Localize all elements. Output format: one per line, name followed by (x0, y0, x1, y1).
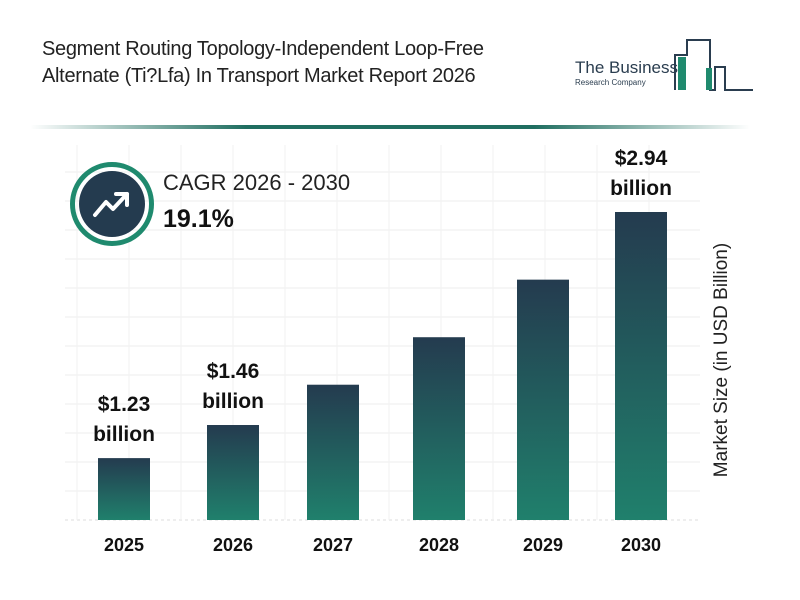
cagr-value: 19.1% (163, 205, 234, 233)
x-tick-label: 2025 (103, 535, 145, 555)
x-tick-label: 2029 (522, 535, 564, 555)
x-tick-label: 2026 (212, 535, 254, 555)
logo-text: The Business (575, 58, 678, 77)
logo-icon (674, 39, 753, 91)
data-label: $1.46 billion (173, 357, 293, 417)
bar-2030 (615, 212, 667, 520)
data-label-unit: billion (610, 177, 672, 200)
bar-2029 (517, 279, 569, 520)
bar-2026 (207, 425, 259, 520)
title-divider (30, 125, 750, 129)
logo-subtext: Research Company (575, 78, 646, 87)
data-label-unit: billion (202, 390, 264, 413)
bar-2027 (307, 384, 359, 520)
x-tick-label: 2030 (620, 535, 662, 555)
bar-2025 (98, 458, 150, 520)
chart-title: Segment Routing Topology-Independent Loo… (42, 38, 484, 87)
data-label-unit: billion (93, 423, 155, 447)
x-tick-label: 2027 (312, 535, 354, 555)
trending-up-icon (93, 192, 129, 217)
data-label-value: $1.23 (97, 393, 151, 417)
data-label-value: $1.46 (206, 360, 260, 383)
y-axis-label: Market Size (in USD Billion) (711, 242, 732, 478)
data-label: $1.23 billion (64, 390, 184, 450)
cagr-badge (70, 162, 154, 246)
data-label-value: $2.94 (614, 147, 668, 170)
data-label: $2.94 billion (581, 144, 701, 204)
bar-2028 (413, 337, 465, 520)
x-tick-label: 2028 (418, 535, 460, 555)
cagr-label: CAGR 2026 - 2030 (163, 170, 351, 195)
